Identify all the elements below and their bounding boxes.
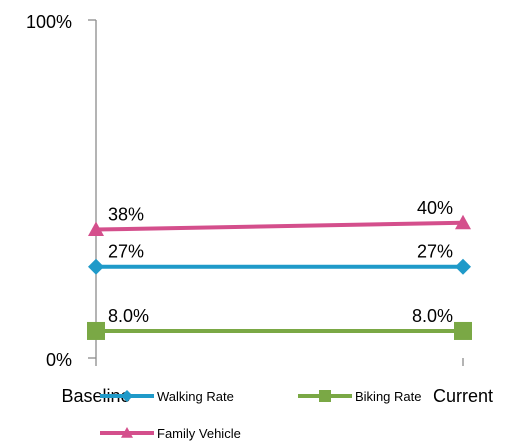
axes: 100% 0% bbox=[26, 12, 464, 370]
x-tick-label-current: Current bbox=[433, 386, 493, 406]
family-vehicle-line bbox=[95, 220, 464, 232]
walking-rate-data-label: 27% bbox=[108, 242, 144, 262]
family-vehicle-legend-marker bbox=[121, 427, 133, 438]
x-tick-labels: Baseline Current bbox=[61, 386, 493, 406]
walking-rate-legend-label: Walking Rate bbox=[157, 389, 234, 404]
biking-rate-data-label: 8.0% bbox=[108, 306, 149, 326]
walking-rate-data-label: 27% bbox=[417, 242, 453, 262]
family-vehicle-point bbox=[455, 214, 471, 230]
biking-rate-legend-label: Biking Rate bbox=[355, 389, 421, 404]
series-layer: 27% 27% 8.0% 8.0% 38% 40% bbox=[87, 198, 472, 340]
legend: Walking Rate Biking Rate Family Vehicle bbox=[100, 389, 421, 441]
biking-rate-legend-marker bbox=[319, 390, 331, 402]
biking-rate-data-label: 8.0% bbox=[412, 306, 453, 326]
y-tick-label-max: 100% bbox=[26, 12, 72, 32]
biking-rate-point bbox=[454, 321, 472, 340]
x-tick-label-baseline: Baseline bbox=[61, 386, 130, 406]
walking-rate-point bbox=[455, 258, 471, 275]
family-vehicle-data-label: 38% bbox=[108, 205, 144, 225]
walking-rate-point bbox=[88, 258, 104, 275]
family-vehicle-legend-label: Family Vehicle bbox=[157, 426, 241, 441]
walking-rate-legend-marker bbox=[121, 390, 133, 402]
family-vehicle-data-label: 40% bbox=[417, 198, 453, 218]
biking-rate-point bbox=[87, 321, 105, 340]
family-vehicle-point bbox=[88, 221, 104, 236]
y-tick-label-min: 0% bbox=[46, 350, 72, 370]
